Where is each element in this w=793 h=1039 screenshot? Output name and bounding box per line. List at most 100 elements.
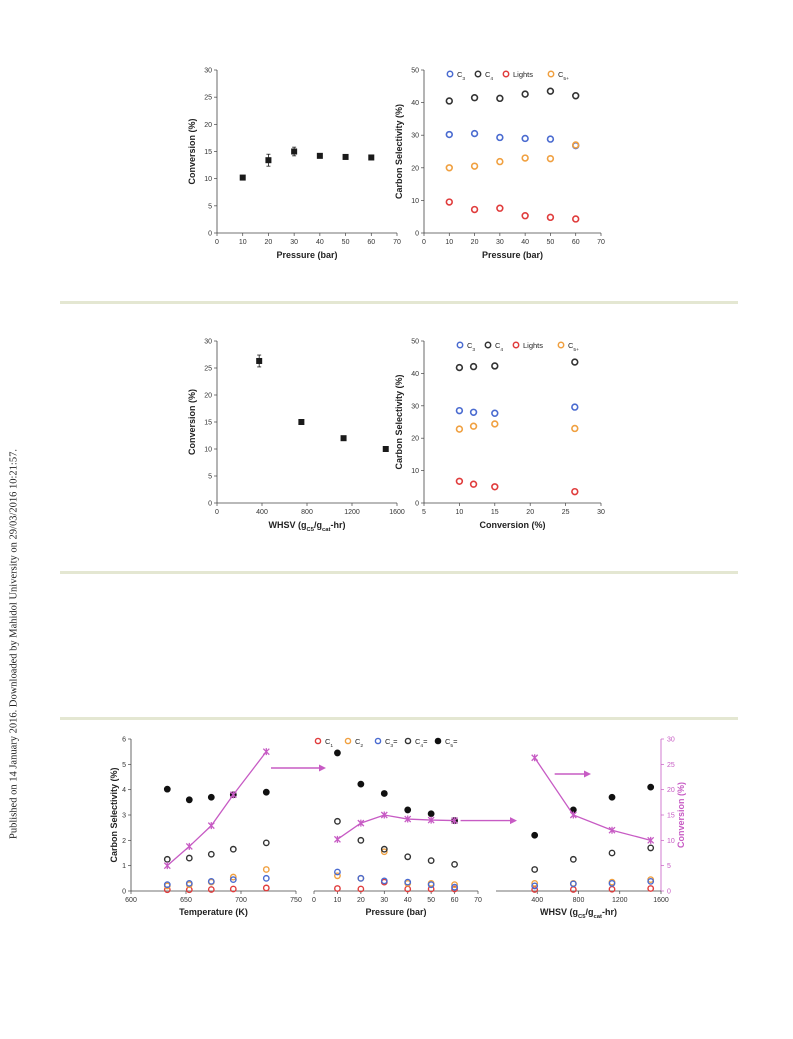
- b2-legend-label: C4: [495, 341, 503, 353]
- b1-y-tick-label: 25: [204, 366, 212, 373]
- a2-legend-marker: [474, 70, 482, 78]
- c3-point-C3eq: [569, 880, 577, 888]
- c1-point-C3eq: [185, 880, 193, 887]
- c1-point-C3eq: [229, 876, 237, 883]
- c2-point-C1: [357, 885, 365, 893]
- a2-x-tick-label: 50: [547, 239, 555, 246]
- a2-y-tick-label: 10: [411, 198, 419, 205]
- c3-x-axis-label-part: WHSV (g: [540, 907, 578, 917]
- c-legend-label-part: =: [393, 737, 398, 746]
- b2-x-tick-label: 25: [562, 509, 570, 516]
- b1-point: [298, 419, 305, 425]
- c3-point-C5eq: [531, 831, 539, 839]
- b2-point-C3: [491, 409, 499, 417]
- a1-point: [291, 148, 298, 155]
- c1-point-C5eq: [262, 788, 270, 796]
- c2-conversion-point: [380, 811, 388, 819]
- a2-legend-label-part: 4: [490, 76, 493, 82]
- b2-y-tick-label: 20: [411, 436, 419, 443]
- a1-point: [265, 157, 272, 164]
- c2-x-tick-label: 50: [427, 897, 435, 904]
- c1-conversion-point: [207, 822, 215, 830]
- a1-x-tick-label: 70: [393, 239, 401, 246]
- c3-conversion-point: [647, 836, 655, 844]
- c3-point-C3eq: [647, 877, 655, 885]
- c-right-tick-label: 25: [667, 762, 675, 769]
- c2-conversion-point: [333, 835, 341, 843]
- a2-point-C5plus: [546, 154, 555, 163]
- b1-x-tick-label: 1600: [389, 509, 405, 516]
- b1-y-axis-label: Conversion (%): [187, 389, 197, 455]
- c-legend-label-part: C: [385, 737, 391, 746]
- a2-y-tick-label: 40: [411, 100, 419, 107]
- c2-point-C3eq: [380, 877, 388, 885]
- c2-conversion-line: [337, 814, 455, 840]
- c-left-tick-label: 1: [122, 863, 126, 870]
- a2-x-tick-label: 60: [572, 239, 580, 246]
- b2-point-Lights: [571, 487, 579, 496]
- b2-point-C4: [571, 358, 579, 366]
- c2-x-tick-label: 10: [334, 897, 342, 904]
- c-legend-label-part: C: [355, 737, 361, 746]
- c2-point-C3eq: [357, 874, 365, 882]
- a2-x-tick-label: 10: [445, 239, 453, 246]
- c2-point-C2: [451, 881, 458, 889]
- b2-point-C4: [469, 362, 478, 371]
- a2-point-C3: [521, 134, 529, 143]
- section-divider: [60, 717, 738, 720]
- a2-legend-label: Lights: [513, 70, 533, 79]
- c-legend-marker: [374, 737, 382, 745]
- b2-legend-marker: [512, 341, 520, 349]
- a2-point-C4: [445, 97, 453, 105]
- c3-point-C1: [647, 885, 655, 892]
- a1-y-tick-label: 10: [204, 176, 212, 183]
- c1-point-C4eq: [229, 845, 237, 853]
- c3-point-C4eq: [531, 866, 539, 873]
- c2-point-C3eq: [427, 881, 435, 889]
- a2-y-tick-label: 30: [411, 133, 419, 140]
- c3-point-C3eq: [608, 880, 616, 887]
- a2-x-tick-label: 0: [422, 239, 426, 246]
- b2-x-tick-label: 15: [491, 509, 499, 516]
- b2-point-C5plus: [455, 425, 464, 433]
- b1-point: [340, 435, 347, 442]
- c2-point-C3eq: [334, 868, 341, 876]
- b2-point-Lights: [491, 483, 499, 491]
- c-left-tick-label: 6: [122, 737, 126, 744]
- c2-point-C5eq: [380, 790, 388, 797]
- c1-point-C5eq: [185, 796, 193, 804]
- a2-point-C3: [445, 130, 453, 139]
- c3-x-axis-label-part: /g: [586, 907, 594, 917]
- b2-legend-label-part: 4: [500, 347, 503, 353]
- c-legend-label: C2: [355, 737, 363, 749]
- c-legend-marker: [404, 737, 412, 745]
- c-right-tick-label: 0: [667, 889, 671, 896]
- b1-point: [382, 446, 389, 452]
- a1-point: [342, 153, 349, 160]
- b2-y-tick-label: 50: [411, 339, 419, 346]
- a2-point-C4: [496, 94, 504, 103]
- a2-point-Lights: [546, 213, 555, 222]
- a1-y-tick-label: 20: [204, 122, 212, 129]
- b2-point-C5plus: [571, 424, 579, 433]
- a2-legend-label-part: 5+: [563, 76, 569, 82]
- b1-y-tick-label: 5: [208, 474, 212, 481]
- b2-x-axis-label: Conversion (%): [479, 520, 545, 530]
- c3-point-C4eq: [569, 855, 577, 863]
- b2-point-C3: [469, 408, 478, 416]
- c2-point-C3eq: [404, 878, 412, 886]
- b2-legend-label: C3: [467, 341, 475, 353]
- a2-x-tick-label: 30: [496, 239, 504, 246]
- c-legend-label-part: C: [415, 737, 421, 746]
- a2-legend-label-part: 3: [462, 76, 465, 82]
- c-legend-label-part: 5: [450, 743, 453, 749]
- c-left-tick-label: 4: [122, 787, 126, 794]
- a1-y-tick-label: 5: [208, 203, 212, 210]
- c-transition-arrow-head: [584, 770, 591, 778]
- c-legend-marker: [314, 737, 322, 745]
- c3-x-axis-label-part: cat: [594, 914, 603, 920]
- c-right-axis-label: Conversion (%): [676, 782, 686, 848]
- b2-point-C4: [491, 362, 499, 370]
- b2-x-tick-label: 5: [422, 509, 426, 516]
- a2-legend-label: C3: [457, 70, 465, 82]
